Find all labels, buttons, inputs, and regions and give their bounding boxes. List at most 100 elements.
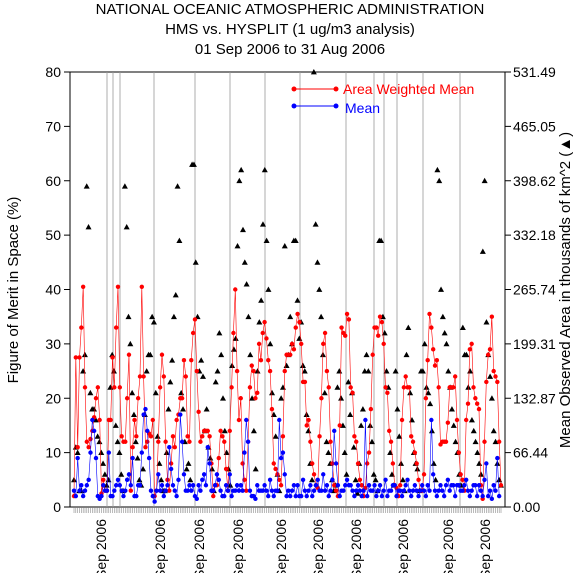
observed-area-point [209,465,216,472]
mean-point [284,493,289,499]
mean-point [467,493,473,499]
y-tick-label: 80 [45,64,61,80]
observed-area-point [192,259,199,265]
mean-point [165,483,170,488]
observed-area-point [318,313,325,320]
mean-point [214,472,220,477]
area-weighted-mean-point [454,417,460,423]
mean-point [124,477,130,483]
area-weighted-mean-point [134,434,139,439]
area-weighted-mean-point [350,390,355,396]
x-tick-label: Sep 2006 [477,519,493,573]
x-tick-label: Sep 2006 [230,519,246,573]
area-weighted-mean-point [467,347,473,352]
area-weighted-mean-point [156,439,161,444]
mean-point [376,488,381,493]
observed-area-point [178,389,185,396]
mean-point [148,488,154,493]
mean-point [181,472,187,477]
observed-area-point [483,319,490,325]
observed-area-point [425,389,432,396]
mean-point [445,477,451,483]
area-weighted-mean-point [291,347,297,352]
mean-point [71,488,77,493]
mean-point [361,488,366,493]
area-weighted-mean-point [308,439,313,444]
area-weighted-mean-point [495,379,500,385]
observed-area-point [236,177,243,184]
observed-area-point [472,438,479,445]
observed-area-point [172,291,179,298]
mean-point [79,483,84,488]
observed-area-point [438,286,445,292]
area-weighted-mean-point [451,385,456,390]
observed-area-point [150,319,157,325]
mean-point [355,483,361,488]
mean-point [491,483,496,488]
mean-point [266,493,271,499]
mean-point [223,483,229,488]
mean-point [227,472,232,477]
mean-point [322,488,328,493]
mean-point [310,493,315,499]
observed-area-point [279,384,286,390]
observed-area-point [158,476,165,483]
mean-point [447,488,452,493]
area-weighted-mean-point [222,439,227,444]
observed-area-point [125,313,132,320]
mean-point [438,483,443,488]
area-weighted-mean-point [429,325,434,330]
area-weighted-mean-point [409,434,414,439]
observed-area-point [101,471,108,477]
mean-point [113,483,119,488]
area-weighted-mean-point [251,368,256,374]
mean-point [101,483,106,488]
area-weighted-mean-point [414,461,419,466]
observed-area-point [459,324,466,330]
observed-area-point [443,340,450,347]
area-weighted-mean-point [352,434,357,439]
area-weighted-mean-point [161,374,166,379]
area-weighted-mean-point [236,417,242,423]
observed-area-point [452,438,459,445]
area-weighted-mean-point [84,439,90,444]
observed-area-point [430,460,437,466]
area-weighted-mean-point [123,439,128,444]
area-weighted-mean-point [489,314,495,319]
mean-point [460,488,465,493]
area-weighted-mean-point [304,423,309,428]
area-weighted-mean-point [141,374,146,379]
observed-area-point [221,427,228,434]
mean-point [84,483,90,488]
area-weighted-mean-point [211,493,216,499]
mean-point [205,444,210,450]
area-weighted-mean-point [256,341,262,347]
mean-point [330,477,335,483]
legend-mean-marker [291,103,297,109]
observed-area-point [325,449,332,456]
area-weighted-mean-point [310,461,315,466]
mean-point [394,493,399,499]
mean-point [260,488,265,493]
mean-point [418,488,423,493]
area-weighted-mean-point [485,352,491,357]
area-weighted-mean-point [280,434,286,439]
x-tick-label: Sep 2006 [440,519,456,573]
area-weighted-mean-point [238,396,243,401]
mean-point [286,488,291,493]
area-weighted-mean-point [434,357,440,363]
mean-point [388,488,394,493]
x-tick-label: Sep 2006 [191,519,207,573]
observed-area-point [383,368,390,374]
area-weighted-mean-point [476,406,482,412]
mean-point [432,488,438,493]
observed-area-point [136,476,143,483]
area-weighted-mean-point [73,355,79,360]
area-weighted-mean-point [227,428,232,434]
y-axis-label: Figure of Merit in Space (%) [5,197,22,384]
mean-point [392,483,397,488]
observed-area-point [487,373,494,379]
mean-point [159,483,165,488]
mean-point [482,477,487,483]
area-weighted-mean-point [255,390,260,396]
